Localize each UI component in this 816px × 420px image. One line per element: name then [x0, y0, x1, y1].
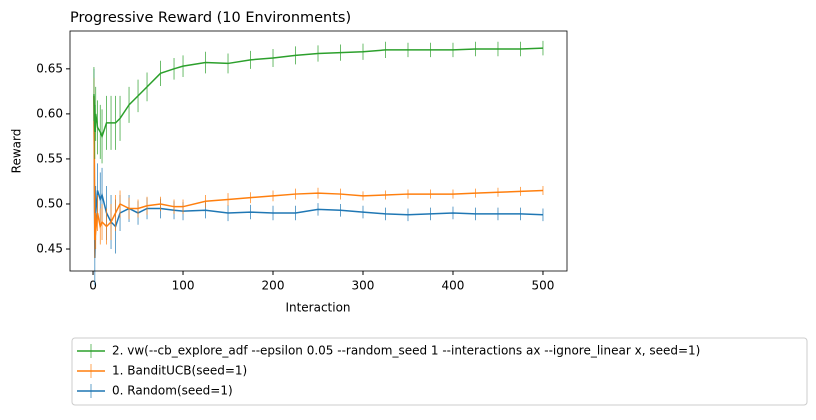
- y-tick-label: 0.45: [36, 242, 63, 256]
- x-tick-label: 400: [442, 279, 465, 293]
- chart-title: Progressive Reward (10 Environments): [70, 10, 351, 26]
- x-tick-label: 500: [532, 279, 555, 293]
- legend-label: 1. BanditUCB(seed=1): [112, 364, 247, 378]
- x-tick-label: 100: [172, 279, 195, 293]
- y-tick-label: 0.50: [36, 196, 63, 210]
- y-tick-label: 0.60: [36, 106, 63, 120]
- y-axis-label: Reward: [10, 129, 24, 174]
- series-line: [93, 95, 544, 259]
- legend-label: 0. Random(seed=1): [112, 384, 233, 398]
- x-tick-label: 200: [262, 279, 285, 293]
- legend-label: 2. vw(--cb_explore_adf --epsilon 0.05 --…: [112, 344, 700, 358]
- plot-frame: [69, 30, 568, 272]
- y-tick-label: 0.55: [36, 151, 63, 165]
- series-line: [93, 95, 544, 241]
- y-tick-label: 0.65: [36, 61, 63, 75]
- x-tick-label: 300: [352, 279, 375, 293]
- series-line: [93, 47, 544, 139]
- x-tick-label: 0: [89, 279, 97, 293]
- legend-box: [71, 337, 808, 406]
- x-axis-label: Interaction: [285, 301, 350, 315]
